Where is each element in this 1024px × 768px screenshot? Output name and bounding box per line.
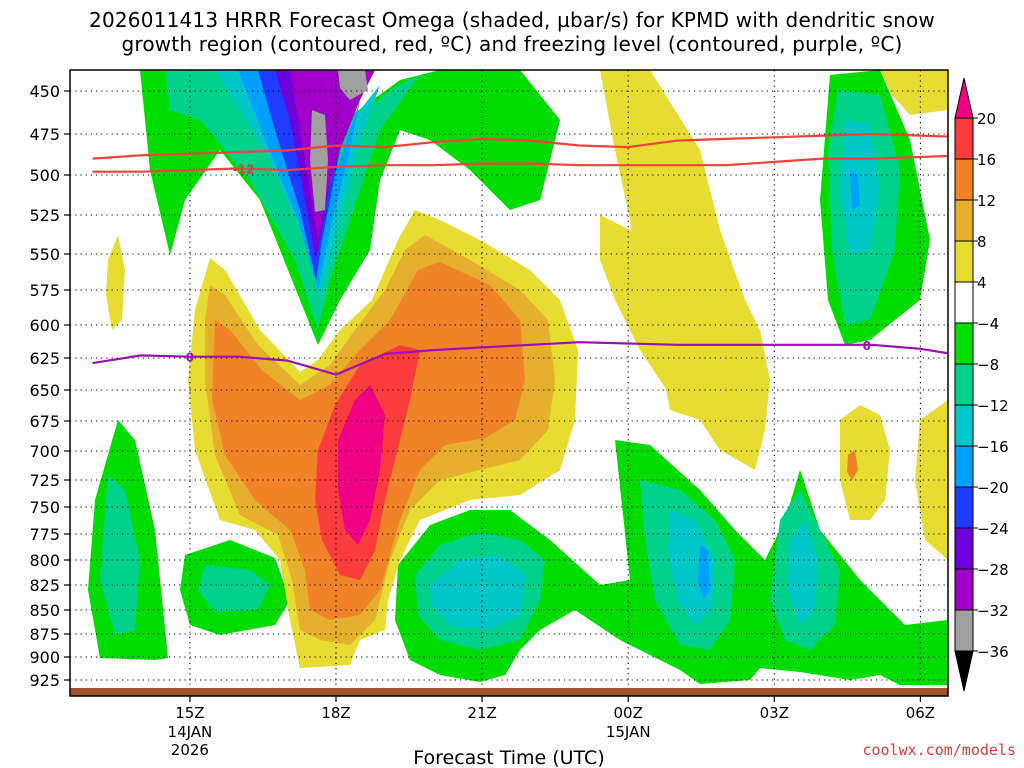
omega-shade-gray xyxy=(310,110,328,212)
omega-shade-purple xyxy=(290,70,375,240)
x-tick-sublabel: 14JAN xyxy=(168,723,213,741)
colorbar-band xyxy=(954,240,974,283)
colorbar-label: −16 xyxy=(977,438,1009,456)
contour-labels: -12 0 0 xyxy=(186,162,871,365)
omega-shade-yellow xyxy=(840,405,890,520)
omega-shade-seagreen xyxy=(100,475,140,635)
colorbar-label: −32 xyxy=(977,602,1009,620)
y-tick-label: 475 xyxy=(29,125,60,144)
x-tick-sublabel: 2026 xyxy=(171,741,209,759)
y-tick-label: 450 xyxy=(29,82,60,101)
colorbar-band xyxy=(954,117,974,160)
omega-shade-lightblue xyxy=(850,170,860,210)
y-tick-label: 725 xyxy=(29,471,60,490)
omega-shade-cyan xyxy=(788,520,818,625)
x-tick-label: 21Z xyxy=(467,704,496,722)
omega-shade-orange-spot xyxy=(847,450,858,480)
ground-strip xyxy=(70,688,948,696)
chart-title-line1: 2026011413 HRRR Forecast Omega (shaded, … xyxy=(89,8,935,32)
chart-title-line2: growth region (contoured, red, ºC) and f… xyxy=(121,32,903,56)
omega-shade-yellow xyxy=(915,400,948,560)
dendritic-contour-label: -12 xyxy=(233,162,255,176)
colorbar-band xyxy=(954,609,974,652)
y-axis-tick-labels: 450 475 500 525 550 575 600 625 650 675 700 725 750 7… xyxy=(29,82,70,690)
contours xyxy=(70,132,948,696)
colorbar-band xyxy=(954,281,974,324)
y-tick-label: 925 xyxy=(29,671,60,690)
omega-shade-yellow xyxy=(106,235,125,330)
omega-shade-cyan xyxy=(215,70,380,300)
freezing-level-contour xyxy=(92,341,948,376)
colorbar-bottom-triangle xyxy=(954,650,974,692)
x-tick-label: 03Z xyxy=(760,704,789,722)
omega-shade-gray xyxy=(338,70,368,100)
gridlines xyxy=(70,70,948,696)
colorbar-band xyxy=(954,158,974,201)
colorbar-band xyxy=(954,199,974,242)
omega-shade-yellow xyxy=(880,70,948,115)
plot-frame xyxy=(69,69,949,697)
y-tick-label: 875 xyxy=(29,625,60,644)
y-tick-label: 750 xyxy=(29,498,60,517)
freezing-contour-label: 0 xyxy=(863,339,871,353)
omega-shade-cyan xyxy=(840,120,880,255)
colorbar-label: −28 xyxy=(977,561,1009,579)
dendritic-growth-contour-upper xyxy=(92,132,948,160)
colorbar-label: 8 xyxy=(977,233,987,251)
x-tick-sublabel: 15JAN xyxy=(606,723,651,741)
x-tick-label: 15Z xyxy=(175,704,204,722)
colorbar-label: 16 xyxy=(977,151,996,169)
colorbar-top-triangle xyxy=(954,77,974,119)
x-tick-label: 00Z xyxy=(614,704,643,722)
y-tick-label: 800 xyxy=(29,551,60,570)
y-tick-label: 650 xyxy=(29,381,60,400)
omega-shade-lightblue xyxy=(698,545,710,600)
colorbar-label: −24 xyxy=(977,520,1009,538)
y-tick-label: 600 xyxy=(29,316,60,335)
x-tick-label: 06Z xyxy=(906,704,935,722)
y-tick-label: 775 xyxy=(29,525,60,544)
y-tick-label: 900 xyxy=(29,648,60,667)
colorbar-label: 4 xyxy=(977,274,987,292)
colorbar-band xyxy=(954,527,974,570)
colorbar-label: −8 xyxy=(977,356,999,374)
colorbar-label: 12 xyxy=(977,192,996,210)
colorbar-band xyxy=(954,404,974,447)
colorbar-label: −36 xyxy=(977,643,1009,661)
omega-shade-magenta xyxy=(338,385,385,545)
y-tick-label: 575 xyxy=(29,281,60,300)
y-tick-label: 825 xyxy=(29,576,60,595)
colorbar xyxy=(954,77,974,692)
x-tick-label: 18Z xyxy=(321,704,350,722)
y-tick-label: 850 xyxy=(29,601,60,620)
freezing-contour-label: 0 xyxy=(186,351,194,365)
colorbar-band xyxy=(954,568,974,611)
y-tick-label: 525 xyxy=(29,206,60,225)
omega-shade-yellow xyxy=(600,215,705,400)
colorbar-label: −12 xyxy=(977,397,1009,415)
colorbar-band xyxy=(954,486,974,529)
omega-shade-cyan xyxy=(430,555,525,630)
colorbar-band xyxy=(954,363,974,406)
y-tick-label: 500 xyxy=(29,166,60,185)
dendritic-growth-contour-lower xyxy=(92,154,948,173)
y-tick-label: 675 xyxy=(29,412,60,431)
omega-shade-yellow xyxy=(600,70,770,470)
colorbar-label: −20 xyxy=(977,479,1009,497)
x-axis-title: Forecast Time (UTC) xyxy=(413,747,604,768)
colorbar-band xyxy=(954,322,974,365)
chart-title: 2026011413 HRRR Forecast Omega (shaded, … xyxy=(0,8,1024,56)
colorbar-label: 20 xyxy=(977,110,996,128)
y-tick-label: 550 xyxy=(29,245,60,264)
omega-shade-seagreen xyxy=(198,565,270,612)
colorbar-band xyxy=(954,445,974,488)
colorbar-label: −4 xyxy=(977,315,999,333)
credit-text: coolwx.com/models xyxy=(862,741,1016,759)
y-tick-label: 625 xyxy=(29,349,60,368)
y-tick-label: 700 xyxy=(29,442,60,461)
colorbar-labels: 20 16 12 8 4 −4 −8 −12 −16 −20 −24 −28 −32 −36 xyxy=(973,110,1009,661)
